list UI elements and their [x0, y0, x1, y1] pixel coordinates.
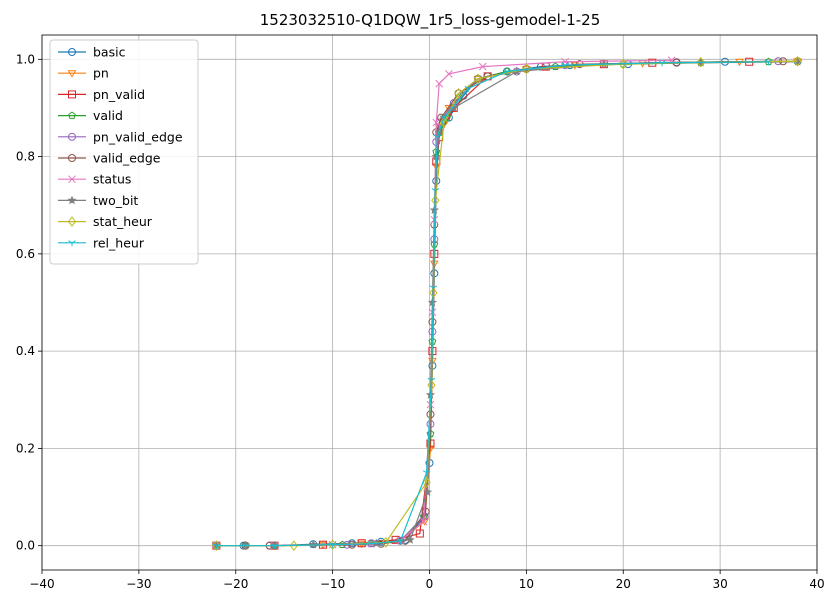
- data-point: [440, 115, 448, 122]
- legend-label: rel_heur: [93, 235, 145, 250]
- legend-marker: [67, 195, 77, 205]
- data-point: [426, 429, 435, 438]
- legend-entry: pn: [58, 66, 109, 81]
- data-point: [561, 62, 569, 69]
- data-point: [270, 543, 279, 550]
- data-point: [464, 85, 473, 92]
- y-tick-label: 0.6: [16, 247, 35, 261]
- data-point: [328, 542, 337, 549]
- y-tick-label: 0.0: [16, 539, 35, 553]
- data-point: [658, 60, 666, 67]
- data-point: [454, 88, 463, 99]
- data-point: [445, 70, 453, 78]
- legend-marker: [68, 154, 76, 162]
- legend-entry: pn_valid: [58, 87, 145, 102]
- data-point: [432, 118, 441, 127]
- y-tick-label: 0.4: [16, 344, 35, 358]
- x-tick-label: 40: [809, 577, 824, 591]
- legend-marker: [68, 240, 76, 247]
- data-point: [427, 297, 437, 307]
- legend-marker: [68, 132, 76, 141]
- legend-entry: pn_valid_edge: [58, 129, 183, 144]
- legend-label: pn: [93, 66, 109, 81]
- data-point: [551, 62, 560, 70]
- y-tick-label: 0.2: [16, 441, 35, 455]
- data-point: [433, 134, 442, 141]
- data-point: [289, 540, 299, 551]
- data-point: [473, 73, 483, 85]
- legend-label: valid_edge: [93, 151, 161, 166]
- x-tick-label: −20: [223, 577, 248, 591]
- data-point: [793, 55, 802, 67]
- chart-title: 1523032510-Q1DQW_1r5_loss-gemodel-1-25: [260, 11, 601, 30]
- data-point: [429, 285, 438, 292]
- legend-marker: [67, 70, 77, 78]
- data-point: [522, 63, 531, 75]
- legend-marker: [68, 48, 76, 56]
- legend-label: pn_valid_edge: [93, 129, 183, 144]
- data-point: [212, 543, 221, 550]
- legend-marker: [67, 216, 77, 227]
- data-point: [435, 79, 444, 88]
- legend-label: pn_valid: [93, 87, 145, 102]
- legend-entry: rel_heur: [58, 235, 145, 250]
- legend-entry: basic: [58, 45, 126, 60]
- data-point: [419, 517, 428, 526]
- legend-box: [49, 39, 199, 265]
- x-tick-label: 0: [426, 577, 434, 591]
- data-point: [478, 62, 487, 71]
- data-point: [308, 539, 318, 549]
- data-point: [422, 477, 431, 488]
- legend-label: valid: [93, 108, 123, 123]
- legend-entry: valid_edge: [58, 151, 161, 166]
- x-tick-label: −10: [320, 577, 345, 591]
- x-tick-label: −30: [126, 577, 151, 591]
- data-point: [405, 535, 415, 544]
- legend-entry: two_bit: [58, 193, 138, 208]
- x-tick-label: −40: [29, 577, 54, 591]
- data-point: [503, 68, 511, 75]
- data-point: [696, 56, 705, 68]
- legend-marker: [68, 175, 76, 184]
- y-tick-label: 1.0: [16, 52, 35, 66]
- legend-entry: status: [58, 172, 131, 187]
- data-point: [422, 487, 433, 497]
- legend-label: basic: [93, 45, 126, 60]
- data-point: [431, 188, 440, 195]
- axes: −40 −30 −20 −10 0 10 20 30 40 0.0 0.2 0.4 0.6 0.8 1.0: [16, 34, 825, 591]
- data-point: [381, 536, 391, 548]
- data-point: [367, 541, 376, 548]
- data-point: [396, 538, 405, 545]
- series-rel-heur: [212, 59, 773, 550]
- data-point: [449, 103, 459, 112]
- legend-entry: valid: [58, 108, 123, 123]
- x-tick-label: 30: [712, 577, 727, 591]
- legend-marker: [68, 90, 76, 99]
- legend-marker: [68, 111, 76, 119]
- legend-label: two_bit: [93, 193, 138, 208]
- data-point: [415, 529, 424, 538]
- x-tick-label: 20: [616, 577, 631, 591]
- data-point: [241, 543, 250, 550]
- data-point: [764, 59, 773, 66]
- legend-label: status: [93, 172, 131, 187]
- data-point: [338, 540, 347, 549]
- y-tick-label: 0.8: [16, 150, 35, 164]
- data-point: [427, 377, 436, 384]
- legend-entry: stat_heur: [58, 214, 153, 229]
- plot-area: [211, 55, 803, 551]
- data-point: [473, 75, 483, 84]
- data-point: [421, 507, 430, 516]
- plot-frame: [41, 34, 818, 571]
- x-tick-label: 10: [519, 577, 534, 591]
- data-point: [439, 117, 449, 128]
- legend-label: stat_heur: [93, 214, 153, 229]
- data-point: [422, 470, 431, 477]
- data-point: [619, 58, 628, 70]
